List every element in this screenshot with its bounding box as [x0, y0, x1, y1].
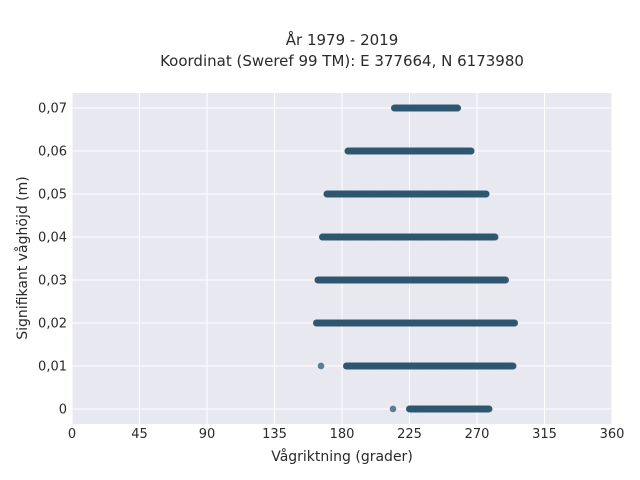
scatter-point: [508, 362, 515, 370]
y-tick-label: 0,02: [38, 316, 67, 331]
x-tick-label: 135: [262, 427, 287, 442]
x-tick-label: 270: [465, 427, 490, 442]
y-tick-label: 0: [59, 402, 67, 417]
scatter-point: [482, 190, 490, 198]
scatter-point: [500, 276, 508, 284]
y-tick-label: 0,05: [38, 188, 67, 203]
scatter-point: [409, 405, 416, 413]
y-tick-label: 0,04: [38, 231, 67, 246]
y-tick-label: 0,03: [38, 273, 67, 288]
scatter-point: [415, 405, 422, 413]
data-points: [313, 104, 518, 413]
scatter-point: [389, 405, 397, 413]
scatter-point: [511, 319, 518, 327]
x-tick-label: 90: [199, 427, 216, 442]
chart-title-line2: Koordinat (Sweref 99 TM): E 377664, N 61…: [160, 52, 524, 70]
y-axis-label: Signifikant våghöjd (m): [14, 176, 31, 339]
x-tick-label: 0: [68, 427, 76, 442]
x-tick-label: 315: [532, 427, 557, 442]
x-axis-label: Vågriktning (grader): [271, 448, 413, 465]
x-tick-label: 225: [397, 427, 422, 442]
chart-title-line1: År 1979 - 2019: [286, 30, 399, 49]
x-tick-label: 45: [131, 427, 148, 442]
scatter-point: [490, 233, 497, 241]
y-tick-label: 0,01: [38, 359, 67, 374]
y-tick-label: 0,06: [38, 145, 67, 160]
x-tick-label: 360: [600, 427, 625, 442]
scatter-point: [467, 147, 475, 155]
scatter-point: [484, 405, 491, 413]
scatter-point: [317, 362, 325, 370]
y-tick-labels: 0 0,01 0,02 0,03 0,04 0,05 0,06 0,07: [38, 102, 67, 418]
x-tick-label: 180: [330, 427, 355, 442]
x-tick-labels: 0 45 90 135 180 225 270 315 360: [68, 427, 625, 442]
y-tick-label: 0,07: [38, 102, 67, 117]
scatter-point: [454, 104, 461, 112]
